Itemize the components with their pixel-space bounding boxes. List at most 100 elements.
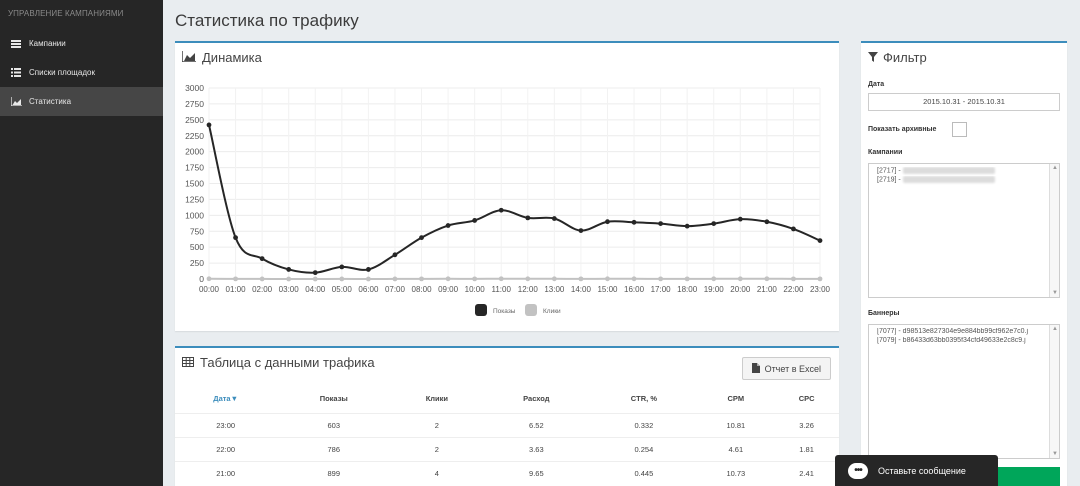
table-title: Таблица с данными трафика <box>182 355 375 370</box>
data-point <box>339 276 345 282</box>
series-line <box>208 124 821 274</box>
data-point <box>312 270 318 276</box>
scroll-down-icon: ▼ <box>1052 290 1058 296</box>
list-item[interactable]: [2719] - <box>877 176 1047 185</box>
data-point <box>631 276 637 282</box>
x-tick-label: 01:00 <box>226 285 247 294</box>
apply-filter-button[interactable] <box>998 467 1060 486</box>
x-tick-label: 19:00 <box>704 285 725 294</box>
data-point <box>259 276 265 282</box>
data-point <box>525 276 531 282</box>
campaigns-label: Кампании <box>868 149 903 156</box>
banners-select[interactable]: [7077] - d98513e827304e9e884bb99cf962e7c… <box>868 324 1060 459</box>
table-cell: 0.445 <box>590 460 698 485</box>
traffic-chart: 0 250 500 750 1000 1250 1500 1750 2000 2250 2500 27… <box>185 83 831 316</box>
table-cell: 3.26 <box>774 412 839 437</box>
table-row: 23:00 603 2 6.52 0.332 10.81 3.26 <box>175 412 839 437</box>
table-cell: 2 <box>391 436 483 461</box>
traffic-table: Дата▼ Показы Клики Расход CTR, % CPM CPC… <box>175 385 839 485</box>
data-point <box>817 238 823 244</box>
data-point <box>791 226 796 232</box>
sidebar-item-placement-lists[interactable]: Списки площадок <box>0 58 163 87</box>
x-tick-label: 06:00 <box>358 285 379 294</box>
data-point <box>525 215 531 221</box>
list-item[interactable]: [2717] - <box>877 167 1047 176</box>
data-point <box>339 264 345 270</box>
scroll-up-icon: ▲ <box>1052 326 1058 332</box>
sidebar-item-label: Списки площадок <box>29 68 95 77</box>
y-tick-label: 750 <box>190 226 204 236</box>
x-tick-label: 23:00 <box>810 285 831 294</box>
data-point <box>419 276 424 282</box>
y-tick-label: 250 <box>190 258 204 268</box>
data-point <box>658 221 664 227</box>
data-point <box>711 276 717 282</box>
scroll-up-icon: ▲ <box>1052 165 1058 171</box>
banners-scrollbar[interactable]: ▲ ▼ <box>1049 325 1059 458</box>
data-point <box>631 219 637 225</box>
list-item[interactable]: [7077] - d98513e827304e9e884bb99cf962e7c… <box>877 328 1029 335</box>
chat-widget[interactable]: ••• Оставьте сообщение <box>835 455 998 486</box>
export-excel-button[interactable]: Отчет в Excel <box>741 357 831 380</box>
data-point <box>233 235 238 241</box>
show-archived-label: Показать архивные <box>868 126 937 133</box>
x-tick-label: 18:00 <box>677 285 698 294</box>
date-range-input[interactable]: 2015.10.31 - 2015.10.31 <box>868 93 1060 111</box>
chat-bubble-icon: ••• <box>848 462 868 479</box>
chat-label: Оставьте сообщение <box>878 465 966 476</box>
data-point <box>684 276 690 282</box>
list-item[interactable]: [7079] - b86433d63bb0395f34cfd49633e2c8c… <box>877 337 1026 344</box>
y-tick-label: 500 <box>190 242 204 252</box>
table-cell: 21:00 <box>175 460 277 485</box>
dynamics-title-text: Динамика <box>202 50 262 65</box>
table-title-text: Таблица с данными трафика <box>200 355 375 370</box>
column-header-cpc[interactable]: CPC <box>798 394 815 404</box>
table-cell: 1.81 <box>774 436 839 461</box>
table-cell: 4 <box>391 460 483 485</box>
table-cell: 3.63 <box>482 436 591 461</box>
sidebar-item-statistics[interactable]: Статистика <box>0 87 163 116</box>
table-row: 22:00 786 2 3.63 0.254 4.61 1.81 <box>175 436 839 461</box>
data-point <box>764 219 770 225</box>
data-point <box>498 207 504 213</box>
x-tick-label: 13:00 <box>544 285 565 294</box>
data-point <box>206 122 212 128</box>
y-tick-label: 0 <box>199 274 204 284</box>
data-point <box>605 219 610 225</box>
column-header-impressions[interactable]: Показы <box>319 394 348 404</box>
sidebar-item-campaigns[interactable]: Кампании <box>0 29 163 58</box>
data-point <box>233 276 238 282</box>
x-tick-label: 08:00 <box>412 285 433 294</box>
filter-panel: Фильтр Дата 2015.10.31 - 2015.10.31 Пока… <box>861 41 1067 486</box>
data-point <box>206 276 212 282</box>
legend-swatch <box>525 304 537 316</box>
traffic-table-panel: Таблица с данными трафика Отчет в Excel … <box>175 346 839 486</box>
x-tick-label: 21:00 <box>757 285 778 294</box>
column-header-date[interactable]: Дата▼ <box>213 394 239 404</box>
area-chart-icon <box>181 50 202 65</box>
data-point <box>578 228 584 234</box>
y-tick-label: 1000 <box>185 210 204 220</box>
table-row: 21:00 899 4 9.65 0.445 10.73 2.41 <box>175 460 839 485</box>
data-point <box>365 267 371 272</box>
column-header-ctr[interactable]: CTR, % <box>630 394 657 404</box>
list-icon <box>11 39 23 48</box>
data-point <box>817 276 823 282</box>
column-header-spend[interactable]: Расход <box>523 394 550 404</box>
column-header-cpm[interactable]: CPM <box>727 394 745 404</box>
date-label: Дата <box>868 81 885 88</box>
x-tick-label: 03:00 <box>279 285 300 294</box>
show-archived-checkbox[interactable] <box>952 122 967 137</box>
x-tick-label: 10:00 <box>465 285 486 294</box>
table-cell: 22:00 <box>175 436 277 461</box>
data-point <box>312 276 318 282</box>
filter-title: Фильтр <box>868 50 927 65</box>
area-chart-icon <box>11 97 23 106</box>
x-tick-label: 05:00 <box>332 285 353 294</box>
column-header-clicks[interactable]: Клики <box>425 394 449 404</box>
x-tick-label: 17:00 <box>651 285 672 294</box>
campaigns-scrollbar[interactable]: ▲ ▼ <box>1049 164 1059 297</box>
data-point <box>445 276 451 282</box>
campaigns-select[interactable]: [2717] - [2719] - ▲ ▼ <box>868 163 1060 298</box>
y-tick-label: 2250 <box>185 131 204 141</box>
